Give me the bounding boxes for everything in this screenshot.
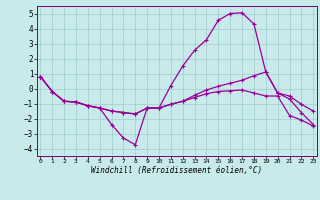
X-axis label: Windchill (Refroidissement éolien,°C): Windchill (Refroidissement éolien,°C) xyxy=(91,166,262,175)
